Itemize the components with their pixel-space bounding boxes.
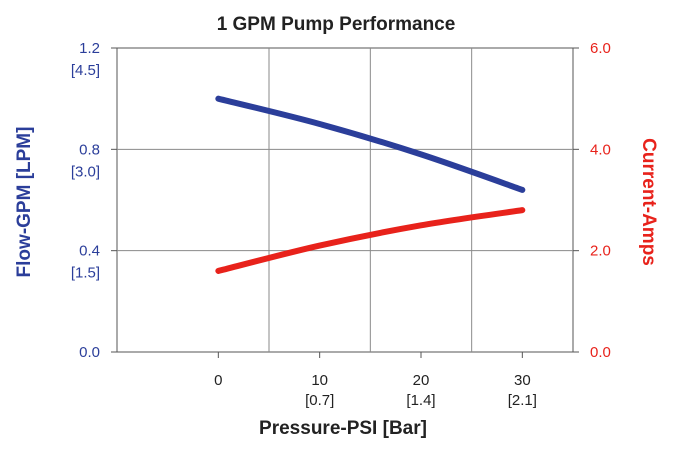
x-tick-label: 20 [413,372,430,389]
right-axis: 0.0 2.0 4.0 6.0 [573,40,611,361]
y-right-tick-label: 0.0 [590,344,611,361]
x-tick-label: 10 [311,372,328,389]
x-tick-sublabel: [1.4] [406,392,435,409]
y-left-tick-label: 0.4 [79,243,100,260]
y-right-tick-label: 4.0 [590,141,611,158]
y-left-tick-label: 1.2 [79,40,100,57]
series-line-flow-gpm [215,95,526,193]
x-tick-label: 0 [214,372,222,389]
series-line-current-amps [215,207,526,274]
y-axis-right-label: Current-Amps [638,138,659,266]
y-left-tick-label: 0.0 [79,344,100,361]
chart-title: 1 GPM Pump Performance [217,14,456,35]
y-axis-left-label: Flow-GPM [LPM] [14,127,35,278]
y-left-tick-sublabel: [3.0] [71,163,100,180]
left-axis: 0.0 0.4 [1.5] 0.8 [3.0] 1.2 [4.5] [71,40,117,361]
y-left-tick-sublabel: [4.5] [71,62,100,79]
y-left-tick-sublabel: [1.5] [71,265,100,282]
x-tick-sublabel: [2.1] [508,392,537,409]
x-axis-label: Pressure-PSI [Bar] [259,418,427,439]
y-right-tick-label: 2.0 [590,243,611,260]
grid-lines [117,48,573,352]
y-right-tick-label: 6.0 [590,40,611,57]
series-lines [215,95,526,274]
plot-area-frame [116,47,574,353]
x-axis: 0 10 [0.7] 20 [1.4] 30 [2.1] [214,352,537,409]
y-left-tick-label: 0.8 [79,141,100,158]
x-tick-sublabel: [0.7] [305,392,334,409]
x-tick-label: 30 [514,372,531,389]
